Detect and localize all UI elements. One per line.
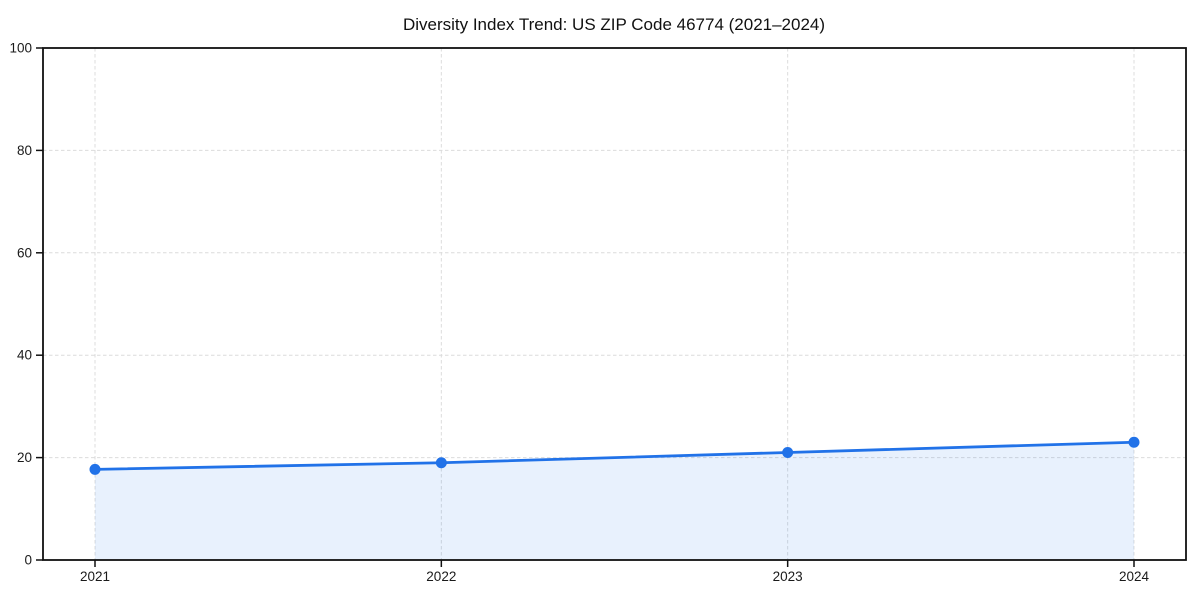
x-tick-label: 2021 [80,569,110,584]
y-tick-label: 40 [17,348,32,363]
data-point-2023 [782,446,794,458]
x-tick-label: 2024 [1119,569,1150,584]
trend-line [93,440,1136,471]
y-tick-label: 60 [17,245,32,260]
y-tick-label: 0 [24,553,32,568]
x-tick-label: 2023 [773,569,803,584]
data-point-2024 [1128,436,1140,448]
x-tick-label: 2022 [426,569,456,584]
chart-title: Diversity Index Trend: US ZIP Code 46774… [403,15,825,34]
data-point-2022 [435,457,447,469]
plot-area: 0 20 40 60 80 100 2021 2022 2023 2024 [9,41,1187,584]
y-tick-label: 20 [17,450,32,465]
data-point-2021 [89,463,101,475]
y-tick-label: 80 [17,143,32,158]
y-tick-label: 100 [9,41,32,56]
axes-frame [42,47,1187,561]
area-fill [95,442,1134,560]
